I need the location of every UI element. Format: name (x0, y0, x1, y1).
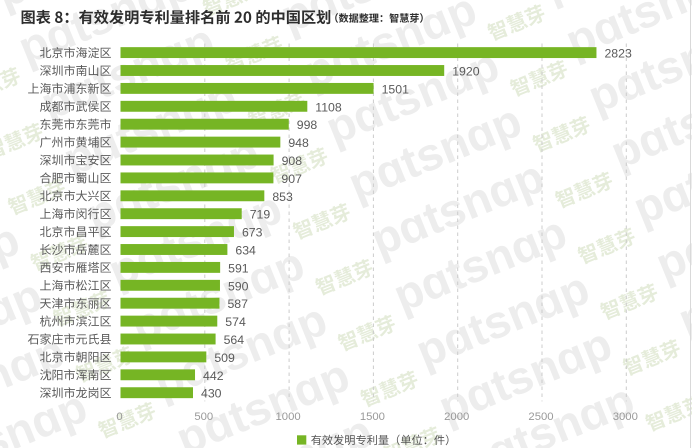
svg-text:442: 442 (203, 369, 224, 383)
svg-text:3000: 3000 (613, 411, 638, 423)
svg-text:2823: 2823 (604, 47, 632, 61)
svg-text:591: 591 (228, 261, 249, 275)
svg-text:587: 587 (227, 297, 248, 311)
svg-text:908: 908 (282, 154, 303, 168)
svg-text:1000: 1000 (276, 411, 301, 423)
svg-text:430: 430 (201, 387, 222, 401)
svg-text:634: 634 (235, 244, 256, 258)
svg-text:948: 948 (288, 136, 309, 150)
svg-text:1108: 1108 (315, 100, 342, 114)
svg-text:998: 998 (297, 118, 318, 132)
svg-text:1501: 1501 (382, 82, 410, 96)
svg-text:1920: 1920 (452, 65, 480, 79)
svg-text:1500: 1500 (360, 411, 385, 423)
svg-text:673: 673 (242, 226, 263, 240)
svg-text:590: 590 (228, 279, 249, 293)
svg-text:500: 500 (194, 411, 213, 423)
svg-text:907: 907 (281, 172, 302, 186)
svg-text:2000: 2000 (444, 411, 469, 423)
svg-text:574: 574 (225, 315, 246, 329)
svg-text:509: 509 (214, 351, 235, 365)
svg-text:719: 719 (250, 208, 271, 222)
svg-text:853: 853 (272, 190, 293, 204)
svg-text:0: 0 (116, 411, 122, 423)
svg-text:2500: 2500 (528, 411, 553, 423)
svg-text:564: 564 (224, 333, 245, 347)
